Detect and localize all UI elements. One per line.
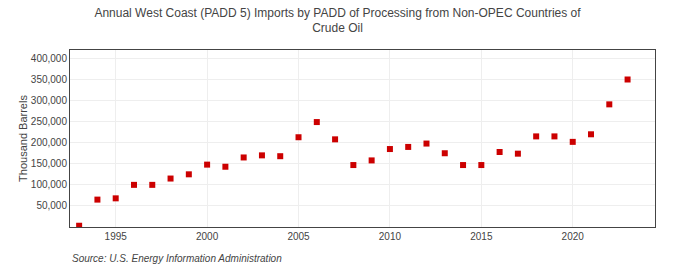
svg-text:350,000: 350,000	[31, 74, 68, 85]
svg-text:200,000: 200,000	[31, 137, 68, 148]
svg-text:300,000: 300,000	[31, 95, 68, 106]
svg-text:Thousand Barrels: Thousand Barrels	[17, 95, 29, 182]
svg-text:Annual West Coast (PADD 5) Imp: Annual West Coast (PADD 5) Imports by PA…	[94, 6, 581, 36]
svg-text:Source: U.S. Energy Informatio: Source: U.S. Energy Information Administ…	[72, 253, 282, 264]
svg-text:2020: 2020	[562, 231, 585, 242]
svg-text:400,000: 400,000	[31, 53, 68, 64]
svg-text:150,000: 150,000	[31, 158, 68, 169]
svg-text:1995: 1995	[105, 231, 128, 242]
svg-text:2010: 2010	[379, 231, 402, 242]
svg-text:2015: 2015	[470, 231, 493, 242]
svg-text:2000: 2000	[196, 231, 219, 242]
svg-text:2005: 2005	[287, 231, 310, 242]
svg-text:50,000: 50,000	[36, 200, 67, 211]
svg-text:250,000: 250,000	[31, 116, 68, 127]
svg-text:100,000: 100,000	[31, 179, 68, 190]
